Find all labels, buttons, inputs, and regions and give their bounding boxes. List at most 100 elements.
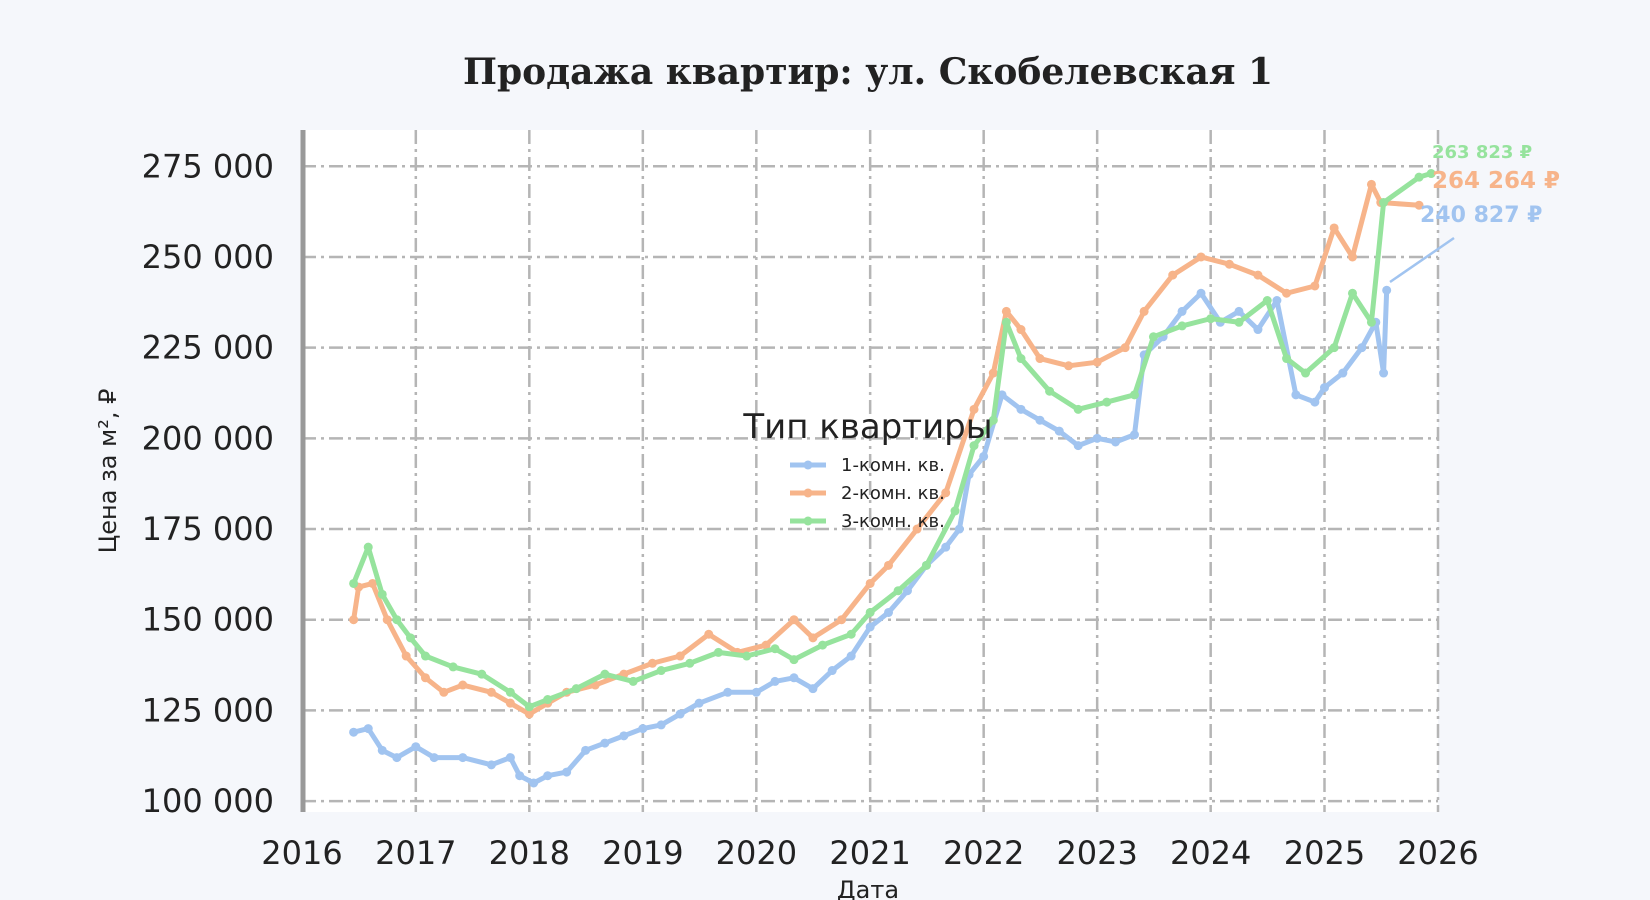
y-tick-label: 225 000 [142, 329, 274, 367]
data-point [808, 633, 818, 643]
data-point [1224, 259, 1234, 269]
data-point [1319, 383, 1329, 393]
data-point [1092, 433, 1102, 443]
data-point [458, 753, 468, 763]
data-point [997, 390, 1007, 400]
legend-item: 3-комн. кв. [790, 511, 945, 532]
x-tick-label: 2023 [1056, 834, 1137, 872]
data-point [1347, 288, 1357, 298]
data-point [363, 542, 373, 552]
data-point [1357, 343, 1367, 353]
data-point [529, 778, 539, 788]
data-point [382, 615, 392, 625]
data-point [524, 709, 534, 719]
data-point [1177, 306, 1187, 316]
data-point [420, 673, 430, 683]
data-point [941, 488, 951, 498]
data-point [524, 702, 534, 712]
data-point [562, 767, 572, 777]
data-point [656, 720, 666, 730]
legend-marker [803, 516, 813, 526]
data-point [770, 644, 780, 654]
grid-lines [300, 130, 1440, 812]
data-point [349, 727, 359, 737]
data-point [704, 629, 714, 639]
data-point [884, 607, 894, 617]
data-point [1168, 270, 1178, 280]
data-point [675, 709, 685, 719]
x-tick-label: 2020 [716, 834, 797, 872]
x-tick-label: 2016 [261, 834, 342, 872]
data-point [1001, 306, 1011, 316]
legend-label: 1-комн. кв. [841, 455, 945, 476]
chart-title: Продажа квартир: ул. Скобелевская 1 [463, 51, 1273, 93]
data-point [619, 731, 629, 741]
data-point [600, 738, 610, 748]
data-point [1253, 325, 1263, 335]
y-axis-label: Цена за м², ₽ [94, 389, 122, 554]
data-point [1234, 306, 1244, 316]
data-point [865, 607, 875, 617]
data-point [1301, 368, 1311, 378]
data-point [1310, 281, 1320, 291]
data-point [969, 441, 979, 451]
data-point [837, 615, 847, 625]
data-point [1073, 441, 1083, 451]
x-tick-label: 2025 [1284, 834, 1365, 872]
data-point [1035, 354, 1045, 364]
data-point [349, 578, 359, 588]
data-point [581, 745, 591, 755]
x-axis-label: Дата [837, 876, 899, 900]
data-point [789, 615, 799, 625]
data-point [770, 676, 780, 686]
data-point [486, 760, 496, 770]
data-point [921, 560, 931, 570]
legend-item: 1-комн. кв. [790, 455, 945, 476]
data-point [377, 745, 387, 755]
y-tick-label: 100 000 [142, 782, 274, 820]
data-point [1379, 368, 1389, 378]
data-point [1379, 198, 1389, 208]
legend-label: 2-комн. кв. [841, 483, 945, 504]
data-point [1129, 430, 1139, 440]
series-layer [349, 169, 1436, 788]
y-tick-label: 200 000 [142, 419, 274, 457]
data-point [969, 404, 979, 414]
data-point [988, 415, 998, 425]
data-point [1120, 343, 1130, 353]
data-point [477, 669, 487, 679]
data-point [486, 687, 496, 697]
data-point [865, 622, 875, 632]
legend-marker [803, 460, 813, 470]
data-point [761, 640, 771, 650]
data-point [439, 687, 449, 697]
data-point [1073, 404, 1083, 414]
y-tick-label: 125 000 [142, 691, 274, 729]
data-point [1129, 390, 1139, 400]
end-value-label: 264 264 ₽ [1432, 168, 1560, 194]
series-3 [349, 169, 1436, 712]
data-point [846, 651, 856, 661]
legend-marker [803, 488, 813, 498]
data-point [420, 651, 430, 661]
data-point [865, 578, 875, 588]
data-point [1001, 317, 1011, 327]
data-point [789, 673, 799, 683]
x-tick-label: 2017 [375, 834, 456, 872]
end-value-labels: 240 827 ₽ 264 264 ₽ 263 823 ₽ [1389, 142, 1560, 284]
data-point [884, 560, 894, 570]
data-point [1366, 179, 1376, 189]
legend: Тип квартиры 1-комн. кв. 2-комн. кв. 3-ком… [742, 407, 992, 532]
data-point [600, 669, 610, 679]
x-tick-label: 2022 [943, 834, 1024, 872]
data-point [846, 629, 856, 639]
data-point [1139, 306, 1149, 316]
data-point [1291, 390, 1301, 400]
data-point [392, 753, 402, 763]
x-tick-label: 2026 [1397, 834, 1478, 872]
data-point [789, 655, 799, 665]
data-point [723, 687, 733, 697]
data-point [902, 586, 912, 596]
data-point [1092, 357, 1102, 367]
legend-title: Тип квартиры [742, 407, 992, 447]
